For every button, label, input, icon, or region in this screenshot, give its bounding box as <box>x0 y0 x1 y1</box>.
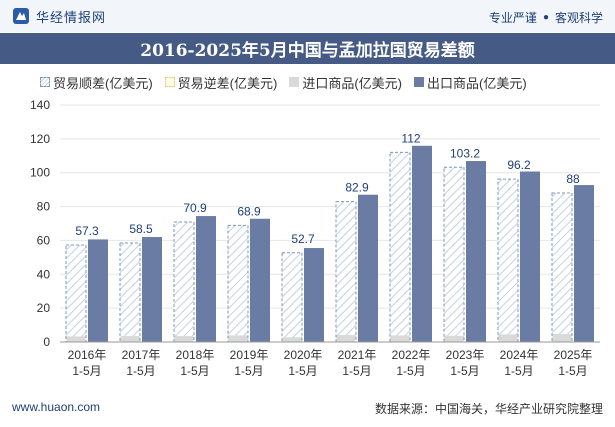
surplus-bar <box>443 166 465 343</box>
surplus-bar <box>119 242 141 343</box>
surplus-bar <box>227 224 249 343</box>
legend-item-export: 出口商品(亿美元) <box>414 73 527 92</box>
x-tick-label-period: 1-5月 <box>396 364 425 378</box>
export-bar <box>304 248 324 342</box>
export-bar <box>520 171 540 342</box>
y-tick-label: 120 <box>30 132 50 146</box>
data-label: 57.3 <box>75 224 99 238</box>
import-bar <box>552 334 572 342</box>
data-label: 103.2 <box>450 146 480 160</box>
legend-item-surplus: 贸易顺差(亿美元) <box>40 73 153 92</box>
slogan-left: 专业严谨 <box>488 11 537 25</box>
data-label: 112 <box>401 131 420 145</box>
legend-swatch-import <box>289 77 300 87</box>
x-tick-label-year: 2023年 <box>446 348 485 362</box>
x-tick-label-year: 2025年 <box>554 348 593 362</box>
surplus-bar <box>497 178 519 343</box>
data-label: 58.5 <box>129 222 153 236</box>
y-tick-label: 140 <box>30 98 50 112</box>
x-tick-label-year: 2018年 <box>176 348 215 362</box>
data-label: 82.9 <box>345 181 369 195</box>
legend-swatch-export <box>414 77 425 87</box>
x-tick-label-year: 2020年 <box>284 348 323 362</box>
import-bar <box>498 334 518 342</box>
footer-website[interactable]: www.huaon.com <box>12 400 101 414</box>
y-tick-label: 100 <box>30 166 50 180</box>
surplus-bar <box>551 192 573 343</box>
import-bar <box>390 335 410 342</box>
x-tick-label-period: 1-5月 <box>126 364 155 378</box>
legend: 贸易顺差(亿美元) 贸易逆差(亿美元) 进口商品(亿美元) 出口商品(亿美元) <box>40 72 539 92</box>
legend-label-export: 出口商品(亿美元) <box>427 75 527 91</box>
legend-label-deficit: 贸易逆差(亿美元) <box>177 75 278 91</box>
slogan-right: 客观科学 <box>554 11 603 25</box>
chart-title: 2016-2025年5月中国与孟加拉国贸易差额 <box>0 33 615 64</box>
export-bar <box>358 194 378 342</box>
export-bar <box>142 237 162 342</box>
x-tick-label-year: 2017年 <box>122 348 161 362</box>
brand-name: 华经情报网 <box>36 9 107 25</box>
brand[interactable]: 华经情报网 <box>12 6 106 26</box>
y-tick-label: 0 <box>43 335 50 349</box>
slogan-separator: ● <box>542 12 549 23</box>
legend-label-surplus: 贸易顺差(亿美元) <box>53 75 153 91</box>
export-bar <box>196 216 216 342</box>
import-bar <box>66 336 86 342</box>
import-bar <box>444 335 464 342</box>
data-label: 88 <box>566 172 580 186</box>
data-label: 96.2 <box>507 158 531 172</box>
legend-label-import: 进口商品(亿美元) <box>302 75 403 91</box>
x-tick-label-year: 2021年 <box>338 348 377 362</box>
legend-swatch-surplus <box>40 77 50 87</box>
x-tick-label-year: 2019年 <box>230 348 269 362</box>
y-tick-label: 40 <box>37 267 51 281</box>
x-tick-label-period: 1-5月 <box>450 364 479 378</box>
chart: 57.3 58.5 70.9 68.9 52.7 82.9 112 103.2 96.2 88 0… <box>30 98 600 378</box>
legend-item-import: 进口商品(亿美元) <box>289 73 402 92</box>
export-bar <box>412 145 432 342</box>
x-tick-label-period: 1-5月 <box>342 364 371 378</box>
slogan: 专业严谨 ● 客观科学 <box>489 9 603 26</box>
x-tick-label-period: 1-5月 <box>558 364 587 378</box>
export-bar <box>88 239 108 342</box>
data-label: 70.9 <box>183 201 207 215</box>
import-bar <box>120 336 140 342</box>
surplus-bar <box>335 201 357 343</box>
x-tick-label-period: 1-5月 <box>288 364 317 378</box>
surplus-bar <box>389 151 411 343</box>
x-tick-label-period: 1-5月 <box>72 364 101 378</box>
import-bar <box>174 336 194 342</box>
footer-source: 数据来源：中国海关，华经产业研究院整理 <box>374 402 603 416</box>
import-bar <box>228 335 248 342</box>
export-bar <box>574 185 594 342</box>
x-tick-label-year: 2024年 <box>500 348 539 362</box>
logo-icon <box>13 8 29 24</box>
surplus-bar <box>173 221 195 343</box>
legend-item-deficit: 贸易逆差(亿美元) <box>164 73 278 92</box>
surplus-bar <box>281 252 303 343</box>
x-tick-label-year: 2022年 <box>392 348 431 362</box>
x-tick-label-period: 1-5月 <box>180 364 209 378</box>
x-tick-label-period: 1-5月 <box>234 364 263 378</box>
x-tick-label-period: 1-5月 <box>504 364 533 378</box>
export-bar <box>250 218 270 342</box>
y-tick-label: 80 <box>37 200 51 214</box>
data-label: 68.9 <box>237 204 261 218</box>
legend-swatch-deficit <box>164 77 175 87</box>
surplus-bar <box>65 244 87 343</box>
import-bar <box>336 335 356 342</box>
x-tick-label-year: 2016年 <box>68 348 107 362</box>
top-bar: 华经情报网 专业严谨 ● 客观科学 <box>0 0 615 32</box>
y-tick-label: 60 <box>37 233 51 247</box>
y-tick-label: 20 <box>37 301 51 315</box>
import-bar <box>282 337 302 342</box>
export-bar <box>466 161 486 342</box>
data-label: 52.7 <box>291 232 315 246</box>
